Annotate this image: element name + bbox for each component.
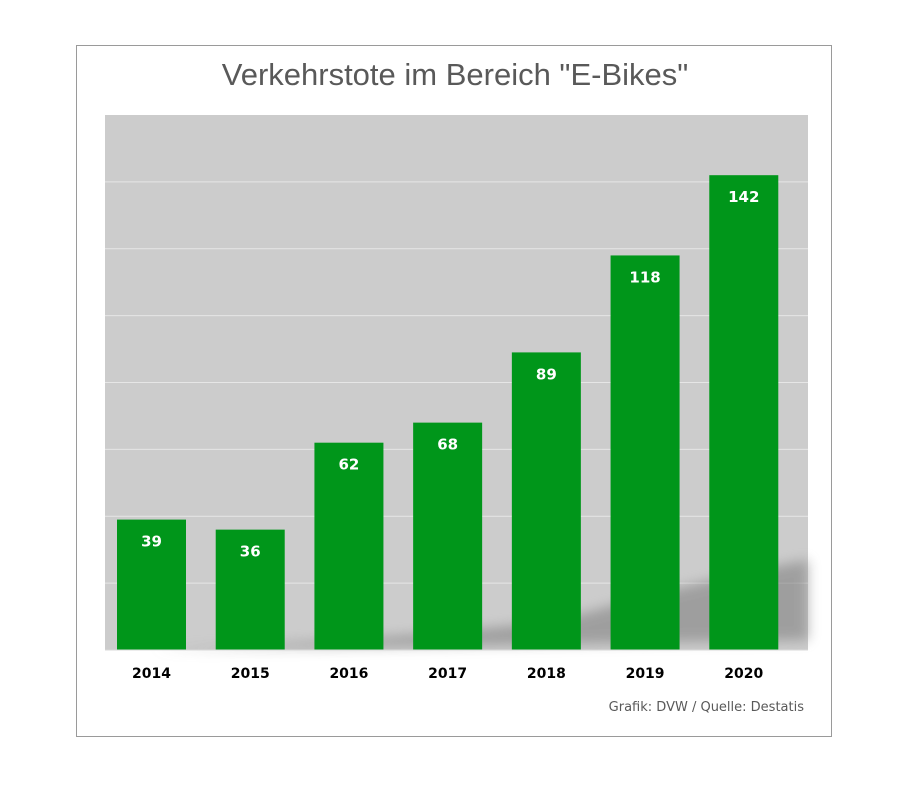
source-note: Grafik: DVW / Quelle: Destatis [608,700,804,715]
bar-2020 [709,175,779,650]
bar-2015 [215,529,285,650]
x-tick-label-2017: 2017 [428,666,467,682]
data-label-2018: 89 [536,365,557,383]
bar-2018 [511,352,581,650]
x-tick-label-2016: 2016 [329,666,368,682]
data-label-2014: 39 [141,533,162,551]
data-label-2016: 62 [338,456,359,474]
bar-2014 [117,519,186,650]
data-labels: 39 36 62 68 89 118 142 [141,188,759,560]
data-label-2017: 68 [437,436,458,454]
x-tick-label-2019: 2019 [626,666,665,682]
x-tick-label-2015: 2015 [231,666,270,682]
data-label-2015: 36 [240,543,261,561]
bar-2016 [314,442,384,650]
x-tick-label-2018: 2018 [527,666,566,682]
bar-2019 [610,255,680,650]
bars [117,175,779,650]
data-label-2020: 142 [728,188,759,206]
x-tick-label-2020: 2020 [724,666,763,682]
x-tick-label-2014: 2014 [132,666,171,682]
chart-title: Verkehrstote im Bereich "E-Bikes" [221,57,689,92]
x-tick-labels: 2014 2015 2016 2017 2018 2019 2020 [132,666,764,682]
data-label-2019: 118 [629,268,660,286]
bar-2017 [413,422,483,650]
